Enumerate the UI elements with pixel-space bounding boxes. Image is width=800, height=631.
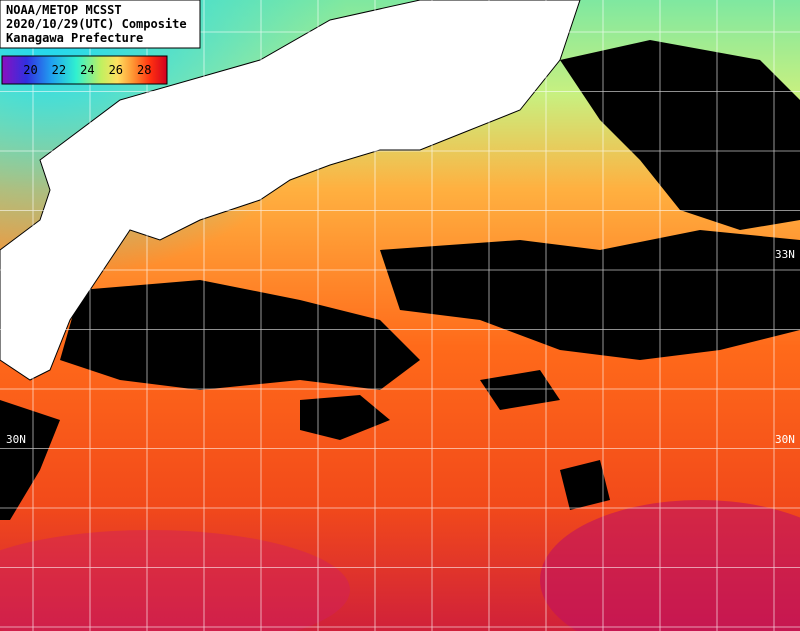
lat-label: 30N — [775, 433, 795, 446]
colorbar-tick-label: 20 — [23, 63, 37, 77]
warm-water — [540, 500, 800, 631]
land — [0, 0, 581, 381]
lat-label: 30N — [6, 433, 26, 446]
colorbar-tick-label: 24 — [80, 63, 94, 77]
warm-water — [0, 530, 350, 631]
header-box — [0, 0, 201, 49]
colorbar — [1, 55, 168, 85]
colorbar-tick-label: 26 — [109, 63, 123, 77]
colorbar-tick-label: 28 — [137, 63, 151, 77]
header-line: Kanagawa Prefecture — [6, 31, 143, 45]
lat-label: 33N — [775, 248, 795, 261]
cloud-cover — [0, 40, 800, 520]
colorbar-tick-label: 22 — [52, 63, 66, 77]
header-line: 2020/10/29(UTC) Composite — [6, 17, 187, 31]
header-line: NOAA/METOP MCSST — [6, 3, 122, 17]
